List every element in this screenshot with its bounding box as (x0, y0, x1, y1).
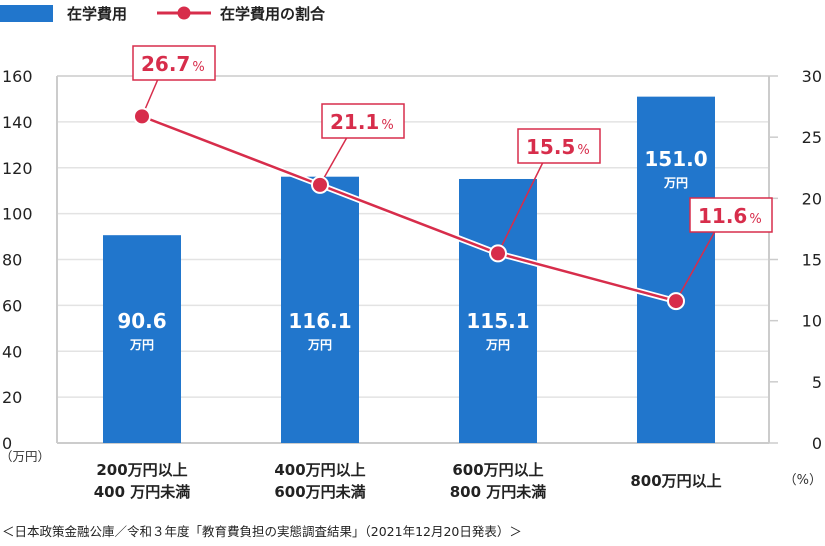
callout-box (689, 197, 773, 233)
callout-leader (675, 231, 716, 302)
callout-box (517, 128, 601, 164)
bar-value-label: 151.0 (644, 147, 707, 171)
left-axis-tick: 40 (2, 342, 22, 361)
line-marker (667, 292, 685, 311)
source-note: ＜日本政策金融公庫／令和３年度「教育費負担の実態調査結果」（2021年12月20… (2, 524, 522, 539)
bar-unit-label: 万円 (129, 338, 154, 352)
right-axis-unit: （%） (784, 473, 822, 488)
right-axis-tick: 25 (802, 128, 822, 147)
legend-line-label: 在学費用の割合 (220, 4, 326, 23)
category-label: 200万円以上 (96, 461, 187, 479)
callout-leader (497, 162, 544, 254)
right-axis-tick: 5 (812, 373, 822, 392)
chart-legend: 在学費用 在学費用の割合 (0, 0, 325, 26)
line-marker (133, 107, 151, 126)
left-axis-tick: 0 (2, 434, 12, 453)
category-label: 600万円以上 (452, 461, 543, 479)
category-label: 800 万円未満 (450, 483, 547, 501)
left-axis-tick: 120 (2, 159, 33, 178)
bar (103, 235, 181, 443)
legend-bar-label: 在学費用 (67, 4, 128, 23)
bar-value-label: 115.1 (466, 309, 529, 333)
callout-box (321, 103, 405, 139)
bar-unit-label: 万円 (307, 338, 332, 352)
left-axis-tick: 80 (2, 251, 22, 270)
bar (637, 96, 715, 444)
bar-unit-label: 万円 (485, 338, 510, 352)
right-axis-tick: 10 (802, 312, 822, 331)
bar-value-label: 90.6 (117, 309, 166, 333)
category-label: 400万円以上 (274, 461, 365, 479)
line-marker (489, 244, 507, 263)
category-label: 400 万円未満 (94, 483, 191, 501)
left-axis-tick: 100 (2, 205, 33, 224)
legend-bar-swatch (0, 4, 53, 22)
left-axis-unit: （万円） (0, 449, 50, 464)
legend-line-marker-icon (157, 6, 212, 20)
left-axis-tick: 160 (2, 67, 33, 86)
right-axis-tick: 20 (802, 189, 822, 208)
left-axis-tick: 20 (2, 388, 22, 407)
bar (459, 178, 537, 443)
right-axis-tick: 30 (802, 67, 822, 86)
line-value-label: 15.5% (526, 135, 590, 159)
right-axis-tick: 15 (802, 251, 822, 270)
right-axis-tick: 0 (812, 434, 822, 453)
ratio-line (141, 115, 677, 303)
category-label: 600万円未満 (274, 483, 365, 501)
callout-box (132, 45, 216, 81)
bar (281, 176, 359, 443)
bar-unit-label: 万円 (663, 176, 688, 190)
category-label: 800万円以上 (630, 472, 721, 490)
line-marker (311, 175, 329, 194)
left-axis-tick: 60 (2, 296, 22, 315)
left-axis-tick: 140 (2, 113, 33, 132)
combo-chart: 0 20 40 60 80 100 120 140 160 0 5 10 15 20 25 30 （万円） （%）… (0, 45, 822, 501)
bar-value-label: 116.1 (288, 309, 351, 333)
